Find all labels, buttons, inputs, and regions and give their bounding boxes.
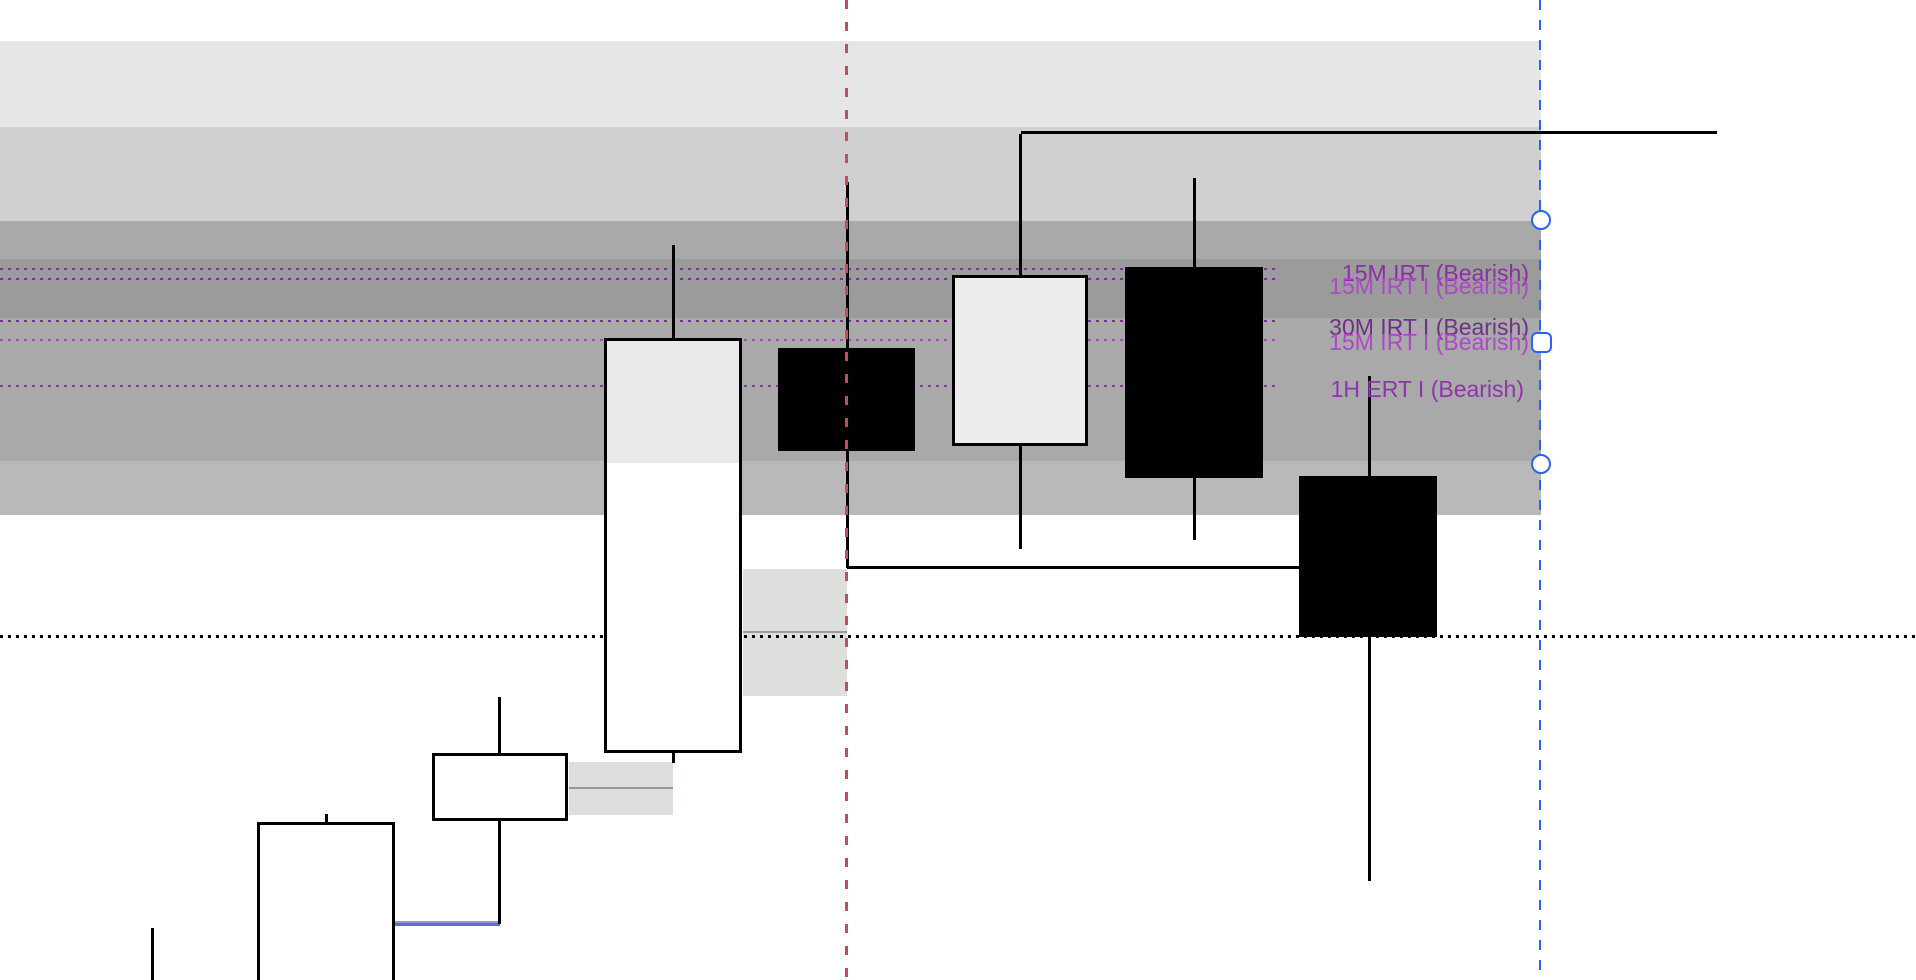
high-line [1021, 131, 1717, 134]
blue-connector-segment [395, 921, 500, 926]
supply-zone-band [0, 318, 1541, 461]
candle-body-up [604, 338, 742, 753]
supply-zone-band [0, 127, 1541, 221]
red-dashed-vertical-guide[interactable] [845, 0, 848, 980]
candle-wick [498, 821, 501, 924]
fvg-zone-divider [743, 631, 847, 633]
candle-body-down [1299, 476, 1437, 637]
candle-wick [672, 753, 675, 763]
indicator-level-line[interactable] [0, 278, 1279, 280]
level-label[interactable]: 1H ERT I (Bearish) [1330, 376, 1524, 402]
supply-zone-band [0, 41, 1541, 127]
selection-handle-circle[interactable] [1531, 454, 1551, 474]
candle-wick [151, 928, 154, 980]
candle-body-down [1125, 267, 1263, 478]
indicator-level-line[interactable] [0, 268, 1279, 270]
blue-dashed-vertical-guide[interactable] [1539, 0, 1541, 980]
candle-wick [1193, 178, 1196, 267]
indicator-level-line[interactable] [0, 320, 1279, 322]
candle-wick [672, 245, 675, 338]
level-label[interactable]: 15M IRT I (Bearish) [1329, 329, 1529, 355]
candle-body-up [432, 753, 568, 821]
supply-zone-band [0, 461, 1541, 515]
candle-wick [498, 697, 501, 753]
supply-zone-band [0, 221, 1541, 259]
candle-wick [1019, 446, 1022, 549]
candle-body-up [257, 822, 395, 980]
dotted-price-level-line [0, 635, 1916, 638]
candle-wick [1019, 134, 1022, 275]
selection-handle-square[interactable] [1530, 331, 1552, 353]
candle-wick [325, 814, 328, 822]
level-label[interactable]: 15M IRT I (Bearish) [1329, 273, 1529, 299]
fvg-zone-divider [569, 787, 673, 789]
level-label[interactable]: 30M IRT I (Bearish) [1329, 314, 1529, 340]
selection-handle-circle[interactable] [1531, 210, 1551, 230]
candle-wick [1368, 376, 1371, 476]
candle-body-up [952, 275, 1088, 446]
low-line [847, 566, 1300, 569]
fvg-zone [743, 569, 847, 696]
level-label[interactable]: 15M IRT (Bearish) [1341, 260, 1529, 286]
candle-wick [1368, 637, 1371, 881]
candle-wick [1193, 478, 1196, 540]
fvg-zone [569, 762, 673, 815]
